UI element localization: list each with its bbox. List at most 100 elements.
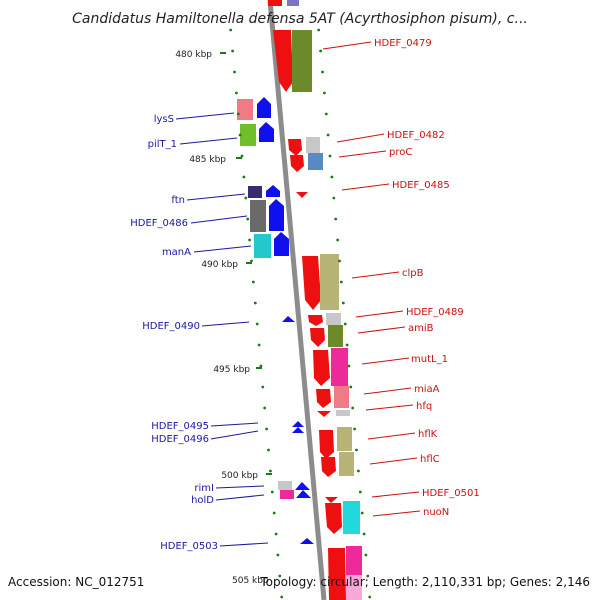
gene-arrow-hdef-0479	[273, 30, 293, 92]
gene-label-nuon[interactable]: nuoN	[423, 507, 449, 518]
left-gene-labels: lysS pilT_1 ftn HDEF_0486 manA HDEF_0490…	[130, 112, 269, 552]
scale-dot-right	[319, 49, 322, 53]
scale-dot-left	[278, 574, 282, 578]
leader-hdef-0501	[371, 491, 420, 498]
scale-dot-left	[240, 154, 244, 158]
leader-hfq	[365, 404, 414, 411]
gene-label-hflk[interactable]: hflK	[418, 429, 438, 440]
scale-dot-left	[252, 280, 255, 284]
map-title: Candidatus Hamiltonella defensa 5AT (Acy…	[72, 11, 528, 27]
scale-dot-left	[246, 217, 250, 221]
scale-dot-left	[276, 553, 280, 557]
gene-arrow-hold	[296, 490, 311, 498]
gene-label-mutl-1[interactable]: mutL_1	[411, 354, 448, 365]
gene-box-hflk	[337, 427, 352, 451]
leader-pilt-1	[179, 137, 238, 145]
scale-dot-right	[345, 343, 349, 347]
gene-label-hflc[interactable]: hflC	[420, 454, 440, 465]
scale-dot-left	[229, 28, 233, 32]
gene-arrow-miaa	[316, 389, 331, 408]
scale-dot-right	[332, 196, 336, 200]
gene-label-pilt-1[interactable]: pilT_1	[148, 139, 177, 150]
scale-label-480: 480 kbp	[175, 50, 212, 60]
leader-miaa	[363, 387, 412, 395]
gene-label-hdef-0489[interactable]: HDEF_0489	[406, 307, 464, 318]
gene-box-lyss	[237, 99, 253, 120]
leader-nuon	[372, 510, 421, 517]
scale-dot-right	[364, 553, 368, 557]
scale-dot-left	[236, 112, 240, 116]
scale-dot-right	[317, 28, 321, 32]
gene-box-hdef-0482	[306, 137, 320, 153]
scale-dot-right	[347, 364, 351, 368]
gene-arrow-mana	[274, 232, 289, 256]
gene-label-hdef-0495[interactable]: HDEF_0495	[151, 421, 209, 432]
leader-ftn	[186, 193, 246, 201]
gene-label-hdef-0501[interactable]: HDEF_0501	[422, 488, 480, 499]
gene-label-rimi[interactable]: rimI	[194, 483, 214, 494]
gene-label-hdef-0490[interactable]: HDEF_0490	[142, 321, 200, 332]
gene-arrow-hdef-0495	[292, 421, 304, 427]
scale-dot-left	[238, 133, 242, 137]
scale-dot-left	[270, 490, 274, 494]
scale-dot-right	[334, 217, 338, 221]
genome-summary-text: Topology: circular; Length: 2,110,331 bp…	[259, 575, 590, 589]
gene-label-ftn[interactable]: ftn	[171, 195, 185, 206]
partial-bottom-feature	[328, 548, 346, 600]
gene-arrow-hfq	[317, 411, 331, 417]
leader-hdef-0503	[219, 542, 269, 547]
gene-label-hdef-0486[interactable]: HDEF_0486	[130, 218, 188, 229]
gene-box-clpb	[320, 254, 339, 310]
gene-label-proc[interactable]: proC	[389, 147, 412, 158]
leader-hdef-0482	[336, 133, 385, 143]
scale-dot-right	[321, 70, 324, 74]
leader-hdef-0496	[210, 430, 259, 440]
gene-arrow-hdef-0496	[292, 427, 304, 433]
gene-arrow-hflk	[319, 430, 334, 459]
gene-arrow-amib	[310, 328, 325, 347]
gene-arrow-hdef-0501	[325, 497, 338, 503]
scale-label-495: 495 kbp	[213, 365, 250, 375]
scale-dot-left	[235, 91, 238, 95]
gene-label-hdef-0496[interactable]: HDEF_0496	[151, 434, 209, 445]
gene-label-hdef-0485[interactable]: HDEF_0485	[392, 180, 450, 191]
scale-dot-left	[242, 175, 246, 179]
leader-hdef-0490	[201, 321, 250, 327]
gene-label-lyss[interactable]: lysS	[154, 114, 174, 125]
scale-dot-right	[324, 112, 328, 116]
gene-arrow-clpb	[302, 256, 321, 310]
gene-arrow-hdef-0485	[296, 192, 308, 198]
gene-box-rimi	[278, 481, 292, 490]
scale-dot-left	[248, 238, 252, 242]
scale-dot-left	[255, 322, 259, 326]
gene-label-miaa[interactable]: miaA	[414, 384, 440, 395]
scale-dot-left	[259, 364, 263, 368]
gene-label-amib[interactable]: amiB	[408, 323, 434, 334]
leader-hdef-0485	[341, 183, 390, 191]
gene-box-nuon	[343, 501, 360, 534]
leader-hdef-0489	[355, 310, 404, 318]
right-gene-labels: HDEF_0479 HDEF_0482 proC HDEF_0485 clpB …	[322, 38, 480, 518]
gene-box-amib	[328, 325, 343, 347]
gene-box-hold	[280, 490, 294, 499]
leader-proc	[338, 150, 387, 158]
gene-label-hdef-0482[interactable]: HDEF_0482	[387, 130, 445, 141]
leader-clpb	[351, 271, 400, 279]
scale-dot-right	[362, 532, 366, 536]
gene-label-hdef-0503[interactable]: HDEF_0503	[160, 541, 218, 552]
scale-dot-right	[358, 490, 362, 494]
gene-label-hold[interactable]: holD	[191, 495, 214, 506]
gene-arrow-hdef-0503	[300, 538, 314, 544]
scale-dot-right	[351, 406, 355, 410]
leader-lyss	[175, 112, 235, 120]
gene-label-hfq[interactable]: hfq	[416, 401, 432, 412]
scale-dot-left	[274, 532, 278, 536]
gene-box-hfq	[336, 410, 350, 416]
gene-label-hdef-0479[interactable]: HDEF_0479	[374, 38, 432, 49]
gene-label-mana[interactable]: manA	[162, 247, 191, 258]
gene-label-clpb[interactable]: clpB	[402, 268, 424, 279]
gene-box-hflc	[339, 452, 354, 476]
partial-top-feature	[268, 0, 282, 6]
scale-ticks	[229, 28, 372, 599]
leader-mana	[193, 245, 252, 253]
